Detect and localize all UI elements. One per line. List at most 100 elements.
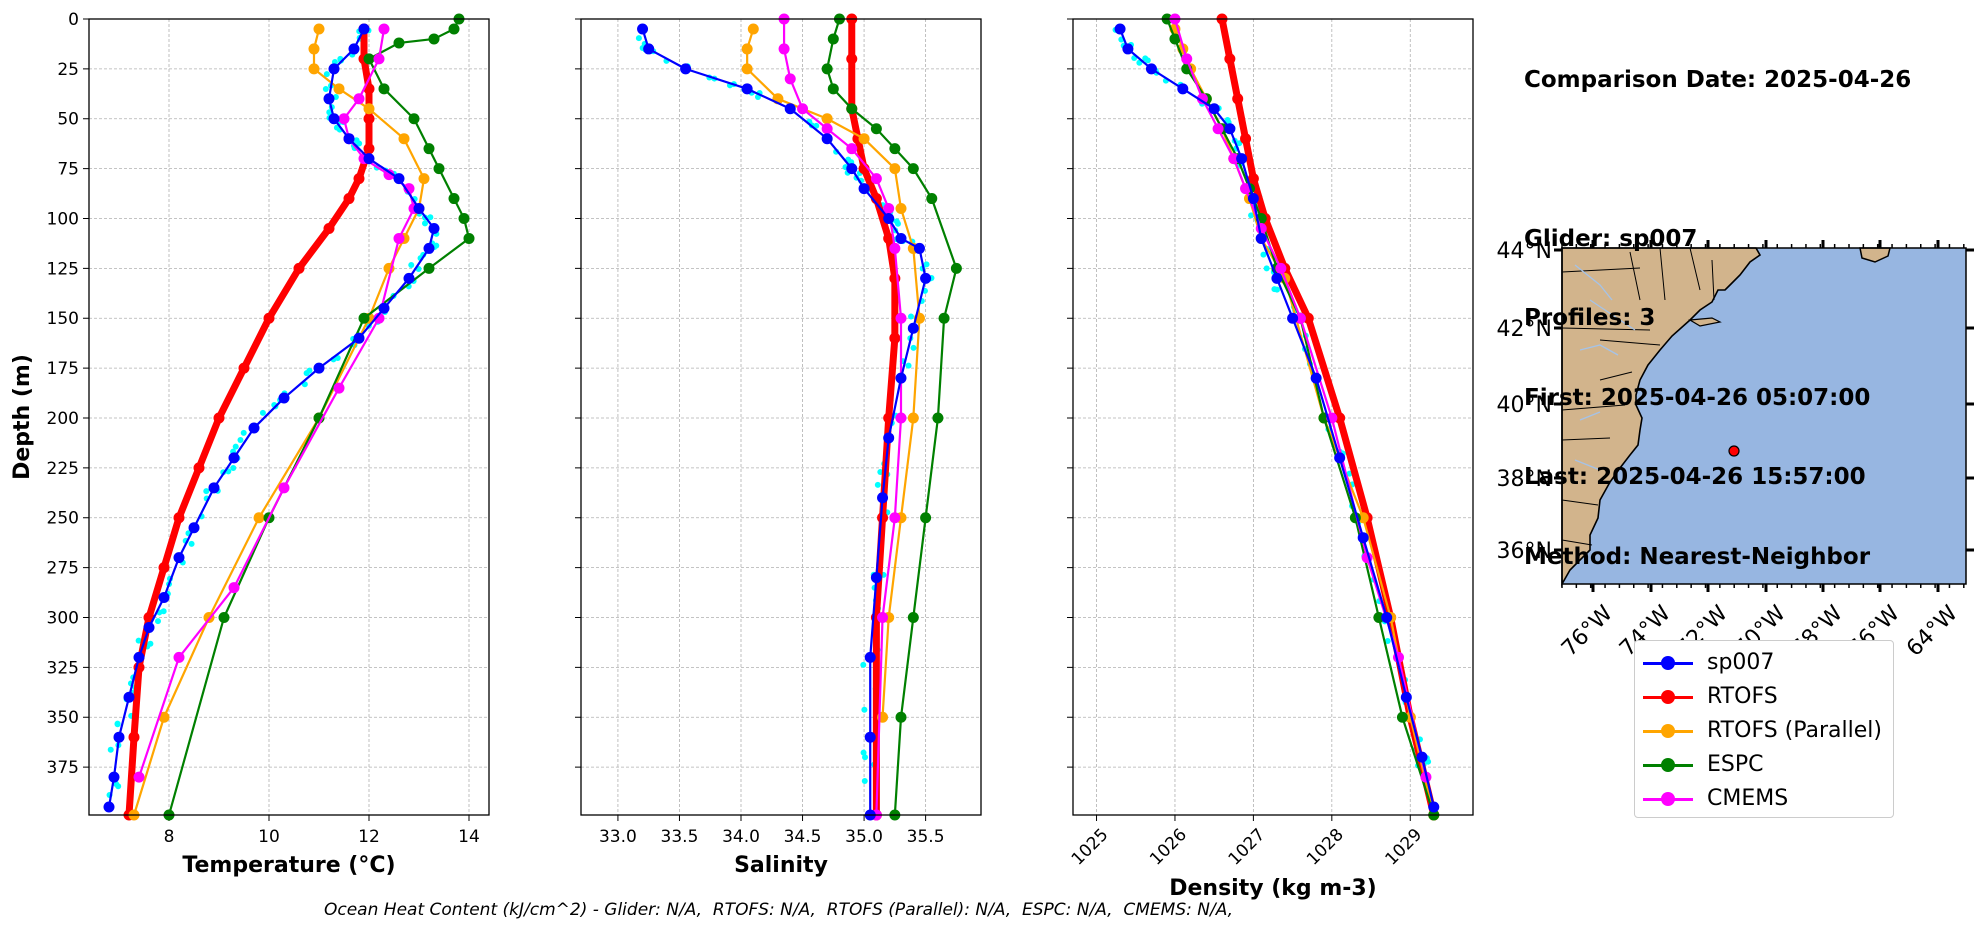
data-point (950, 262, 962, 274)
legend-item-sp007: sp007 (1635, 647, 1893, 681)
data-point (741, 43, 753, 55)
glider-sample-point (862, 754, 869, 761)
glider-sample-point (905, 362, 912, 369)
lat-label: 44°N (1497, 239, 1552, 264)
y-tick-label: 75 (57, 160, 79, 180)
series-line (1173, 18, 1428, 778)
glider-sample-point (114, 721, 121, 728)
method: Method: Nearest-Neighbor (1524, 543, 1871, 570)
y-tick-label: 375 (47, 758, 79, 778)
glider-sample-point (894, 220, 901, 227)
data-point (1247, 193, 1259, 205)
glider-sample-point (154, 618, 161, 625)
data-point (858, 133, 870, 145)
data-point (827, 83, 839, 95)
data-point (846, 53, 858, 65)
data-point (907, 163, 919, 175)
series-sp007 (1114, 23, 1440, 813)
data-point (353, 173, 365, 185)
glider-sample-point (1425, 758, 1432, 765)
data-point (913, 242, 925, 254)
y-tick-label: 175 (47, 359, 79, 379)
glider-sample-point (1144, 57, 1151, 64)
data-point (373, 53, 385, 65)
glider-sample-point (860, 661, 867, 668)
data-point (348, 43, 360, 55)
x-tick-label: 34.5 (784, 827, 822, 847)
y-tick-label: 350 (47, 708, 79, 728)
y-axis-label: Depth (m) (10, 354, 35, 480)
data-point (895, 203, 907, 215)
map-land-longisland (1688, 317, 1722, 327)
data-point (358, 23, 370, 35)
glider-sample-point (322, 85, 329, 92)
data-point (846, 163, 858, 175)
lon-label: 76°W (1557, 601, 1618, 662)
data-point (458, 212, 470, 224)
data-point (637, 23, 649, 35)
data-point (821, 133, 833, 145)
data-point (238, 362, 250, 374)
data-point (363, 153, 375, 165)
data-point (883, 432, 895, 444)
glider-sample-point (230, 465, 237, 472)
glider-sample-point (1236, 140, 1243, 147)
data-point (1255, 232, 1267, 244)
glider-sample-point (306, 367, 313, 374)
series-line (132, 28, 426, 816)
x-tick-label: 34.0 (722, 827, 760, 847)
data-point (938, 312, 950, 324)
data-point (1275, 262, 1287, 274)
glider-sample-point (232, 443, 239, 450)
data-point (173, 552, 185, 564)
glider-sample-point (861, 778, 868, 785)
data-point (313, 23, 325, 35)
data-point (228, 582, 240, 594)
data-point (1177, 83, 1189, 95)
data-point (363, 53, 375, 65)
y-tick-label: 100 (47, 209, 79, 229)
glider-sample-point (237, 437, 244, 444)
series-line (826, 18, 958, 816)
data-point (423, 242, 435, 254)
data-point (413, 203, 425, 215)
x-tick-label: 35.5 (907, 827, 945, 847)
data-point (343, 193, 355, 205)
data-point (403, 272, 415, 284)
data-point (133, 651, 145, 663)
x-tick-label: 8 (164, 827, 175, 847)
series-espc (1161, 13, 1440, 821)
data-point (926, 193, 938, 205)
glider-sample-point (861, 706, 868, 713)
series-rtofs (123, 23, 375, 821)
data-point (248, 422, 260, 434)
series-espc (163, 13, 475, 821)
data-point (895, 232, 907, 244)
data-point (113, 731, 125, 743)
x-tick-label: 35.0 (845, 827, 883, 847)
y-tick-label: 225 (47, 459, 79, 479)
data-point (143, 621, 155, 633)
series-line (107, 28, 436, 808)
data-point (1169, 33, 1181, 45)
data-point (323, 222, 335, 234)
data-point (343, 133, 355, 145)
last-time: Last: 2025-04-26 15:57:00 (1524, 464, 1866, 490)
data-point (877, 492, 889, 504)
y-tick-label: 125 (47, 259, 79, 279)
data-point (1302, 312, 1314, 324)
data-point (895, 312, 907, 324)
glider-sample-point (874, 481, 881, 488)
data-point (218, 611, 230, 623)
glider-raw-samples (1112, 26, 1432, 769)
data-point (864, 651, 876, 663)
data-point (423, 143, 435, 155)
data-point (278, 392, 290, 404)
data-point (907, 322, 919, 334)
data-point (353, 93, 365, 105)
data-point (373, 312, 385, 324)
data-point (821, 113, 833, 125)
data-point (1287, 312, 1299, 324)
plot-frame (580, 18, 982, 816)
